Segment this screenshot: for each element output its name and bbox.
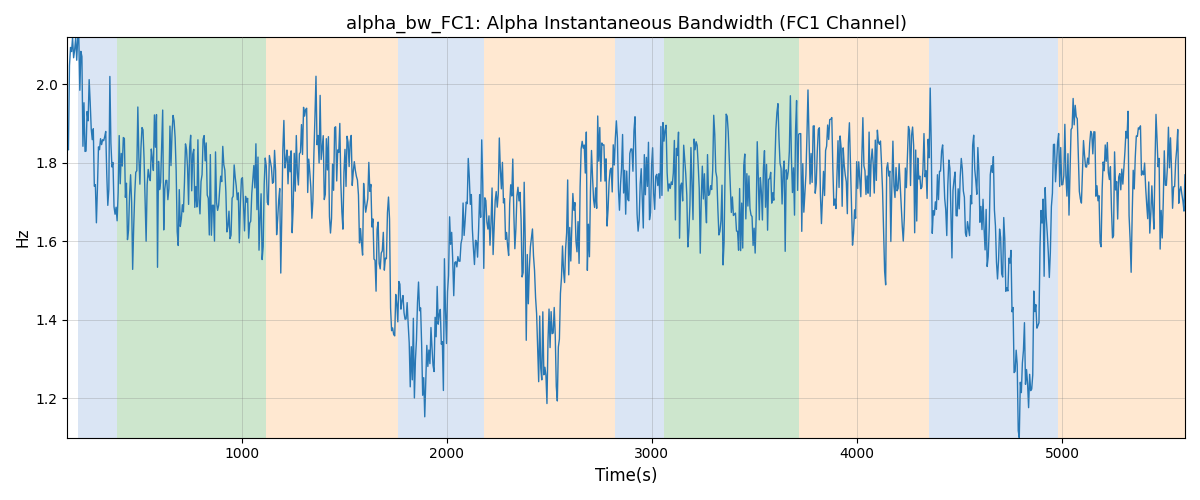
Bar [397,38,484,438]
Bar [664,38,799,438]
Bar [836,38,929,438]
Bar [116,38,266,438]
Bar [1058,38,1186,438]
Bar [799,38,836,438]
Bar [614,38,664,438]
Bar [929,38,1058,438]
Bar [266,38,397,438]
Bar [78,38,116,438]
Title: alpha_bw_FC1: Alpha Instantaneous Bandwidth (FC1 Channel): alpha_bw_FC1: Alpha Instantaneous Bandwi… [346,15,907,34]
Y-axis label: Hz: Hz [16,228,30,248]
X-axis label: Time(s): Time(s) [595,467,658,485]
Bar [484,38,614,438]
